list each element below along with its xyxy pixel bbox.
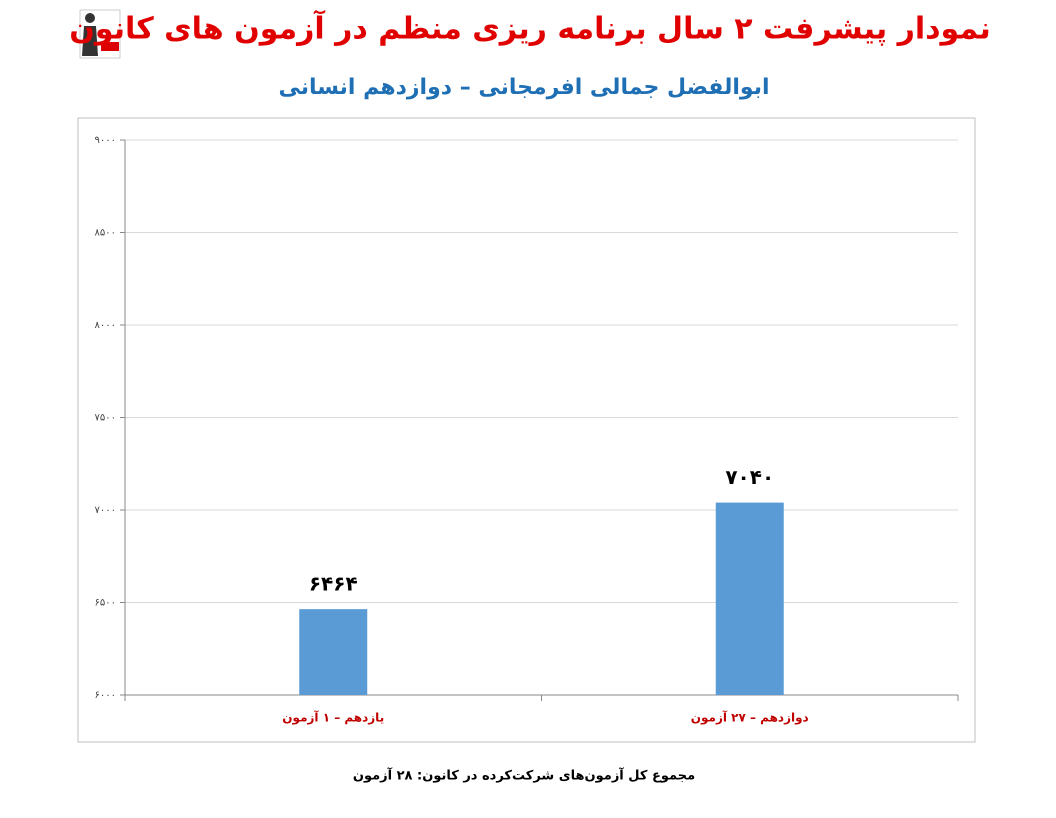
chart-title: نمودار پیشرفت ۲ سال برنامه ریزی منظم در …: [69, 10, 990, 47]
footer-note: مجموع کل آزمون‌های شرکت‌کرده در کانون: ۲…: [353, 767, 695, 784]
logo-body: [82, 26, 98, 56]
data-label: ۶۴۶۴: [309, 572, 358, 596]
x-tick-label: یازدهم – ۱ آزمون: [282, 710, 384, 726]
logo-head: [85, 13, 95, 23]
y-tick-label: ۶۰۰۰: [95, 690, 116, 701]
y-tick-label: ۹۰۰۰: [95, 135, 116, 146]
chart-subtitle: ابوالفضل جمالی افرمجانی – دوازدهم انسانی: [278, 75, 769, 100]
y-tick-label: ۸۵۰۰: [95, 228, 116, 239]
bar: [299, 609, 368, 695]
logo: [79, 9, 121, 59]
y-tick-label: ۶۵۰۰: [95, 598, 116, 609]
logo-badge: [101, 42, 119, 51]
data-label: ۷۰۴۰: [725, 465, 774, 489]
bar: [715, 502, 784, 695]
y-tick-label: ۷۵۰۰: [95, 413, 116, 424]
plot-frame: [77, 117, 976, 743]
x-tick-label: دوازدهم – ۲۷ آزمون: [691, 710, 809, 726]
y-tick-label: ۸۰۰۰: [95, 320, 116, 331]
y-tick-label: ۷۰۰۰: [95, 505, 116, 516]
